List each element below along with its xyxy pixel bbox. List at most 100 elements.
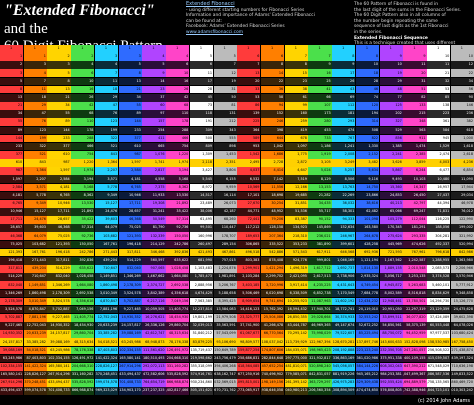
table-cell: 999,801 [308,256,332,265]
table-cell: 117,212 [237,224,261,232]
table-cell: 2,085,573 [427,265,451,273]
table-cell: 4,674,429 [189,289,214,298]
table-cell: 1,224,876 [213,265,237,273]
table-cell: 8 [284,61,308,69]
table-cell: 35,422 [71,216,95,224]
table-cell: 178 [71,126,95,135]
table-cell: 12,237,814 [189,305,214,314]
table-cell: 58,301 [332,208,356,216]
table-cell: 15,127 [23,208,47,216]
column-header-cell: 1 [450,45,474,53]
table-cell: 34,435 [308,199,332,208]
table-cell: 1,309 [189,150,214,159]
table-cell: 123 [94,118,119,126]
table-cell: 99 [284,102,308,110]
table-cell: 97,977,537 [427,330,451,338]
table-cell: 223,123,240 [355,346,380,355]
table-cell: 81,790 [142,224,166,232]
table-cell: 122,990 [450,216,474,224]
table-cell: 120 [355,102,380,110]
table-cell: 1,167,562 [379,256,403,265]
table-cell: 32,553,242 [355,313,380,322]
table-cell: 28,657 [118,208,142,216]
title-line-1: "Extended Fibonacci" [4,2,155,19]
table-cell: 7 [213,61,237,69]
table-cell: 77 [379,93,403,102]
table-cell: 542,886 [260,248,285,257]
table-cell: 83,387 [284,216,308,224]
table-cell: 122,967,394 [308,338,332,347]
table-cell: 18 [355,69,380,78]
table-cell: 143,600,633 [379,338,403,347]
table-cell: 1,617,712 [308,265,332,273]
table-cell: 275,624 [379,232,403,241]
table-cell: 1,028,458 [166,265,190,273]
table-cell: 103,680,424 [450,330,474,338]
table-cell: 355,318,099 [189,362,214,371]
table-cell: 754 [166,142,190,151]
table-cell: 63,245,986 [47,346,71,355]
table-cell: 7,375 [142,183,166,192]
table-cell: 23,489 [189,199,214,208]
table-cell: 1,597 [47,167,71,175]
table-cell: 322 [23,142,47,151]
table-cell: 236,021 [308,232,332,241]
table-cell: 247,281,057 [403,346,427,355]
table-cell: 42,612,747 [142,330,166,338]
table-cell: 9 [142,69,166,78]
table-cell: 214,129 [142,240,166,249]
column-header-cell: 1 [260,45,285,53]
table-cell: 90,152 [308,216,332,224]
table-cell: 21 [0,102,24,110]
table-cell: 832,040 [118,265,142,273]
table-cell: 17,711 [47,208,71,216]
website-link[interactable]: www.adamsfibonacci.com [186,29,244,35]
table-cell: 822 [355,134,380,143]
column-header-cell: 1 [23,45,47,53]
table-cell: 21 [47,93,71,102]
title-line-1-suffix: and the [4,21,48,37]
table-cell: 13,530 [71,199,95,208]
table-cell: 317,811 [0,265,24,273]
table-cell: 145,869 [308,224,332,232]
table-cell: 647,390,212 [403,362,427,371]
column-header-cell: 1 [0,45,24,53]
table-cell: 3 [94,53,119,61]
table-cell: 13 [237,69,261,78]
table-cell: 14,517 [189,191,214,200]
table-cell: 71,831 [427,208,451,216]
column-header-cell: 1 [118,45,142,53]
table-cell: 10,946 [118,191,142,200]
table-cell: 1,047,499,367 [403,371,427,379]
table-cell: 15,762,392 [260,305,285,314]
table-cell: 15,126,770 [450,297,474,306]
table-cell: 90 [450,93,474,102]
table-cell: 496,518 [237,248,261,257]
table-cell: 6,217,116 [142,297,166,306]
table-cell: 246 [260,118,285,126]
table-cell: 22,297,319 [403,305,427,314]
table-cell: 644 [260,134,285,143]
table-cell: 181 [332,110,356,118]
table-cell: 47 [23,110,47,118]
table-cell: 7,049,156 [71,305,95,314]
table-cell: 5,777,912 [450,281,474,290]
table-cell: 1,149,851 [23,281,47,290]
table-cell: 466 [71,142,95,151]
table-cell: 10,946 [47,199,71,208]
table-cell: 1,046,169 [332,256,356,265]
table-cell: 260,497 [189,240,214,249]
table-cell: 3,206,767 [213,281,237,290]
table-cell: 610 [47,150,71,159]
table-cell: 1,237,237,325 [142,387,166,395]
table-cell: 39,088,169 [0,346,24,355]
table-cell: 20,633,239 [94,322,119,330]
table-cell: 19,801,199 [189,313,214,322]
table-cell: 508 [355,126,380,135]
table-cell: 6,854 [450,167,474,175]
table-cell: 796,618 [427,248,451,257]
table-cell: 8 [260,61,285,69]
table-cell: 346,468 [142,248,166,257]
table-cell: 73 [189,102,214,110]
table-cell: 196,418 [47,248,71,257]
